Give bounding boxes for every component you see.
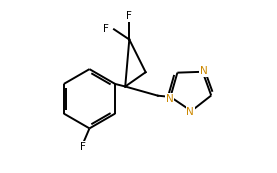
Text: F: F	[126, 11, 132, 21]
Text: N: N	[166, 94, 173, 103]
Text: F: F	[80, 142, 86, 152]
Text: N: N	[186, 107, 194, 117]
Text: F: F	[103, 24, 109, 34]
Text: N: N	[200, 66, 207, 76]
